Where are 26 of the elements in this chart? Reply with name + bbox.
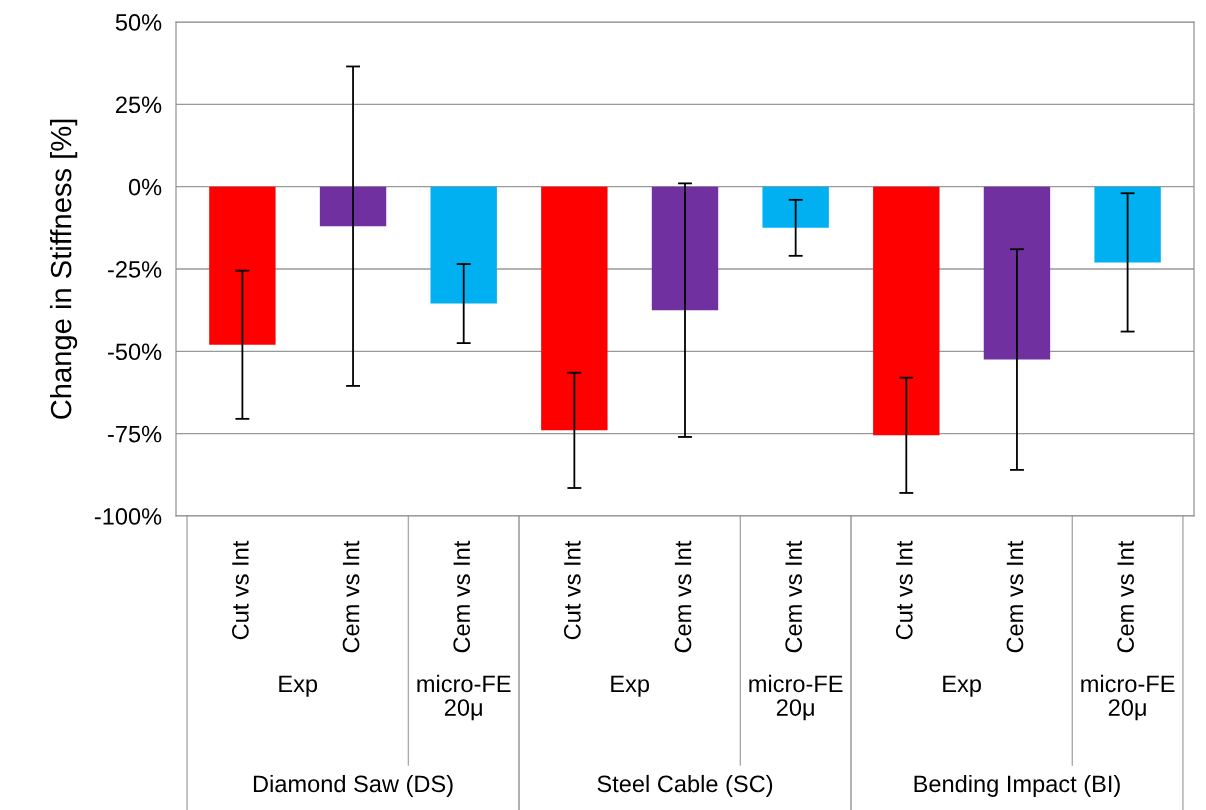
x-tick-label: Cem vs Int bbox=[1006, 540, 1024, 653]
text: micro-FE 20μ bbox=[749, 674, 843, 721]
text: micro-FE 20μ bbox=[417, 674, 511, 721]
text: Bending Impact (BI) bbox=[914, 774, 1120, 797]
y-tick-label: -25% bbox=[108, 261, 162, 278]
x-tick-label: Cem vs Int bbox=[342, 540, 360, 653]
y-tick-label: 0% bbox=[128, 178, 162, 196]
x-tick-label: Cem vs Int bbox=[1117, 540, 1134, 653]
y-tick-label: 25% bbox=[116, 96, 162, 114]
text: micro-FE 20μ bbox=[1081, 674, 1175, 721]
x-tick-label: Cem vs Int bbox=[785, 540, 802, 653]
x-tick-label: Cem vs Int bbox=[453, 540, 471, 653]
y-tick-label: -100% bbox=[94, 508, 162, 525]
text: Steel Cable (SC) bbox=[597, 774, 773, 797]
y-tick-label: -75% bbox=[108, 425, 162, 443]
text: Exp bbox=[943, 675, 981, 697]
y-tick-label: -50% bbox=[108, 343, 162, 361]
text: Exp bbox=[611, 675, 650, 697]
y-tick-label: 50% bbox=[115, 14, 162, 31]
x-tick-label: Cut vs Int bbox=[232, 540, 249, 640]
x-tick-label: Cem vs Int bbox=[674, 540, 692, 653]
y-axis-title: Change in Stiffness [%] bbox=[50, 119, 78, 419]
text: Diamond Saw (DS) bbox=[253, 774, 453, 797]
x-tick-label: Cut vs Int bbox=[895, 540, 913, 640]
text: Exp bbox=[279, 675, 318, 697]
x-tick-label: Cut vs Int bbox=[563, 540, 581, 640]
